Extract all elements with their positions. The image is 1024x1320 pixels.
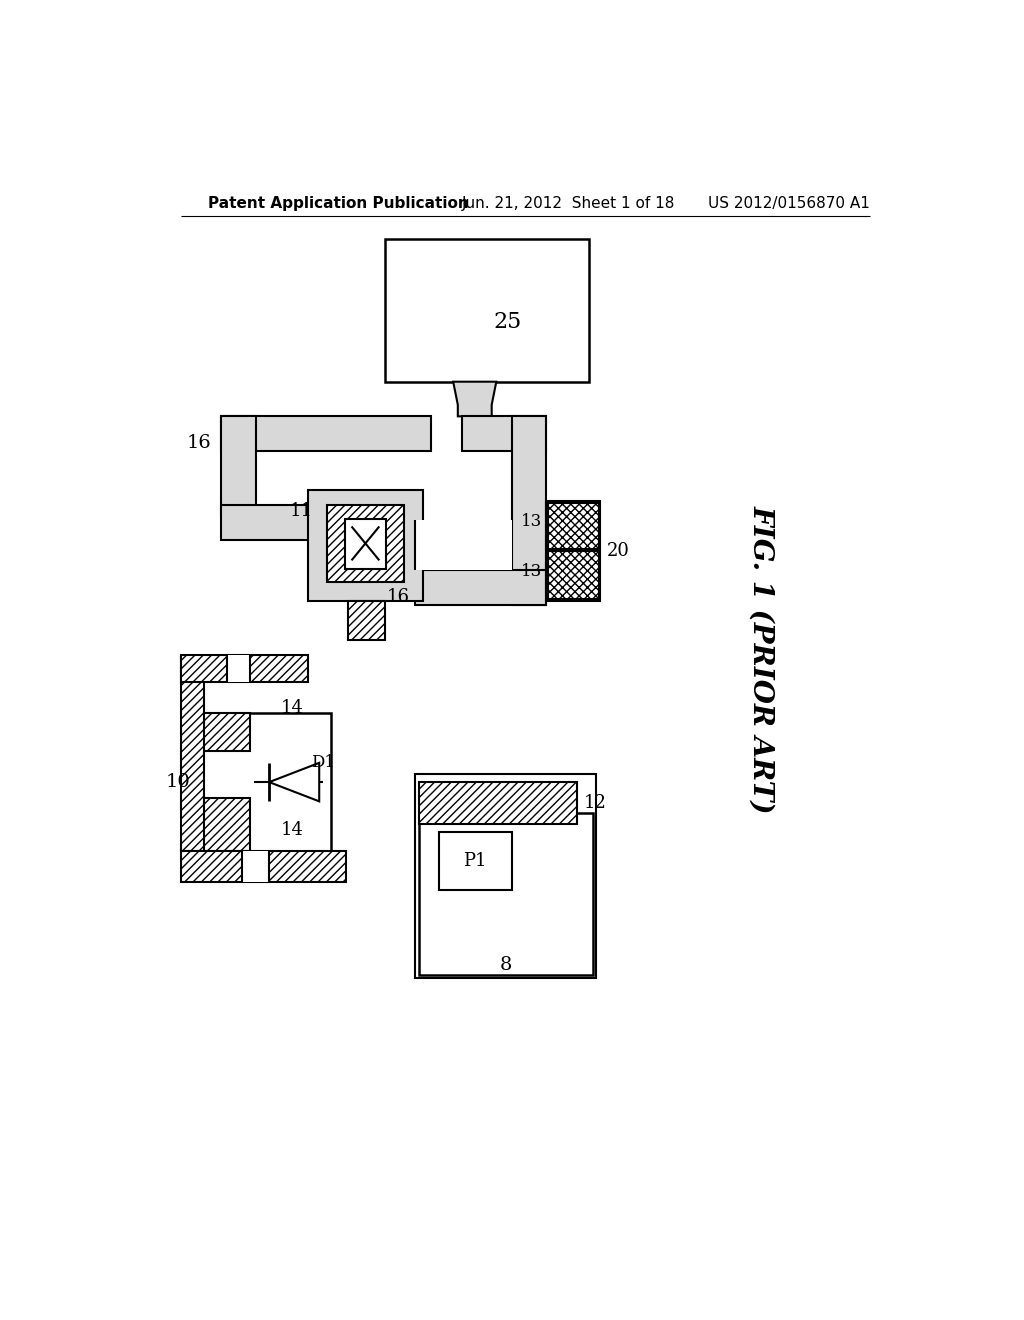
Text: 12: 12: [584, 793, 606, 812]
Bar: [200, 713, 331, 851]
Text: 10: 10: [166, 774, 190, 791]
Text: 20: 20: [606, 543, 630, 560]
Bar: [221, 506, 370, 540]
Bar: [416, 570, 547, 605]
Text: P1: P1: [463, 851, 486, 870]
Text: 14: 14: [281, 821, 303, 838]
Bar: [416, 775, 596, 978]
Text: 8: 8: [500, 957, 512, 974]
Polygon shape: [269, 763, 319, 801]
Bar: [307, 490, 423, 601]
Bar: [226, 655, 250, 682]
Bar: [548, 503, 599, 549]
Text: 13: 13: [521, 564, 543, 581]
Text: 25: 25: [493, 312, 521, 333]
Polygon shape: [454, 381, 497, 416]
Bar: [200, 713, 250, 751]
Text: Jun. 21, 2012  Sheet 1 of 18: Jun. 21, 2012 Sheet 1 of 18: [462, 195, 675, 211]
Bar: [419, 781, 578, 825]
Bar: [200, 797, 250, 851]
Bar: [512, 416, 547, 605]
Bar: [180, 657, 204, 851]
Bar: [419, 813, 593, 974]
Text: FIG. 1 (PRIOR ART): FIG. 1 (PRIOR ART): [749, 504, 775, 813]
Text: 16: 16: [186, 434, 211, 453]
Text: D1: D1: [311, 754, 336, 771]
Text: Patent Application Publication: Patent Application Publication: [208, 195, 468, 211]
Text: 16: 16: [387, 589, 410, 606]
Bar: [243, 851, 269, 882]
Bar: [348, 601, 385, 640]
Bar: [180, 851, 346, 882]
Text: 13: 13: [521, 513, 543, 531]
Bar: [462, 416, 547, 451]
Text: 14: 14: [281, 700, 303, 717]
Bar: [416, 520, 512, 570]
Bar: [345, 519, 386, 569]
Bar: [548, 552, 599, 599]
Bar: [327, 506, 403, 582]
Bar: [438, 832, 512, 890]
Bar: [385, 239, 589, 381]
Bar: [221, 416, 431, 451]
Bar: [221, 416, 256, 516]
Bar: [180, 655, 307, 682]
Text: 11: 11: [290, 502, 313, 520]
Bar: [547, 502, 600, 601]
Text: US 2012/0156870 A1: US 2012/0156870 A1: [708, 195, 869, 211]
